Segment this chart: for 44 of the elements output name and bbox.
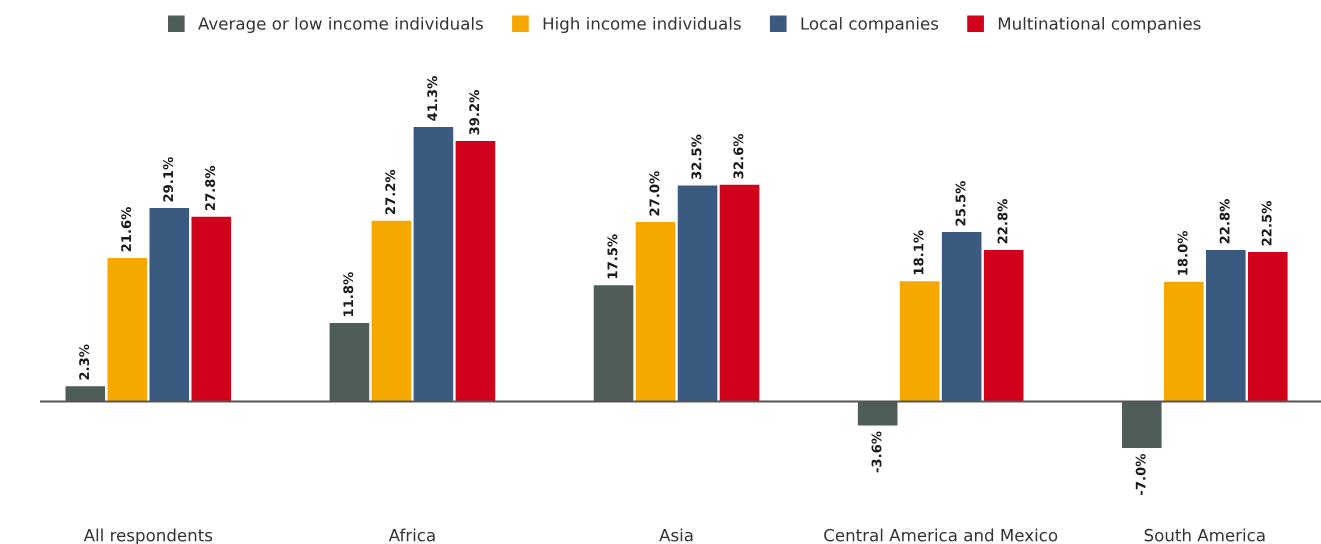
bar	[1205, 249, 1246, 402]
x-tick-label: All respondents	[83, 528, 213, 544]
bar	[635, 222, 676, 402]
data-label: 22.8%	[997, 199, 1008, 244]
bar	[371, 220, 412, 402]
data-label: 18.1%	[913, 230, 924, 275]
legend-label: Multinational companies	[998, 16, 1201, 34]
x-tick-label: South America	[1144, 528, 1265, 542]
bar	[941, 232, 982, 402]
bar	[983, 249, 1024, 402]
bar	[899, 281, 940, 402]
data-label: 32.5%	[691, 134, 702, 180]
data-label: 27.0%	[649, 171, 660, 216]
x-tick-label: Central America and Mexico	[824, 528, 1058, 542]
bar	[413, 127, 454, 402]
bar	[1247, 251, 1288, 402]
bar	[107, 257, 148, 402]
data-label: 18.0%	[1177, 230, 1188, 275]
data-label: -3.6%	[871, 431, 882, 473]
bar	[149, 208, 190, 402]
data-label: 27.8%	[205, 165, 216, 211]
data-label: 41.3%	[427, 76, 438, 121]
legend-label: High income individuals	[543, 16, 741, 34]
data-label: 27.2%	[385, 169, 396, 215]
data-label: 21.6%	[121, 207, 132, 252]
data-label: 2.3%	[79, 344, 90, 380]
legend-label: Average or low income individuals	[198, 16, 483, 34]
data-label: 17.5%	[607, 234, 618, 279]
bar	[455, 140, 496, 402]
data-label: 11.8%	[343, 272, 354, 317]
bar	[677, 185, 718, 402]
bar	[719, 184, 760, 402]
data-label: 29.1%	[163, 157, 174, 202]
data-label: 39.2%	[469, 90, 480, 135]
x-tick-label: Asia	[659, 528, 693, 542]
x-tick-label: Africa	[388, 528, 435, 542]
bar	[1163, 281, 1204, 402]
data-label: 32.6%	[733, 133, 744, 179]
data-label: 22.5%	[1261, 201, 1272, 246]
bar	[191, 216, 232, 402]
data-label: 25.5%	[955, 181, 966, 226]
data-label: 22.8%	[1219, 199, 1230, 244]
legend-label: Local companies	[801, 16, 939, 34]
data-label: -7.0%	[1135, 453, 1146, 495]
